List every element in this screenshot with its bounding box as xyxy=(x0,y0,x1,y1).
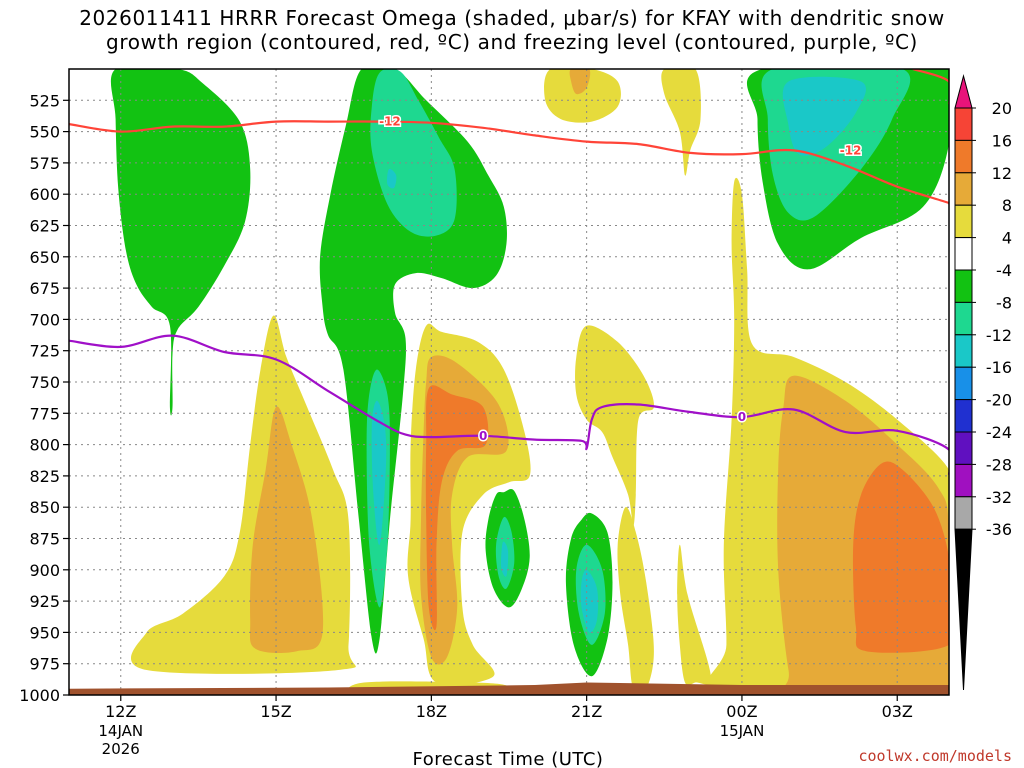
omega-region-11 xyxy=(501,541,509,577)
x-date-label: 2026 xyxy=(102,740,140,758)
y-tick-label: 825 xyxy=(29,467,60,486)
credit-text[interactable]: coolwx.com/models xyxy=(858,747,1012,765)
chart-title: 2026011411 HRRR Forecast Omega (shaded, … xyxy=(0,6,1024,54)
x-tick-label: 12Z xyxy=(105,702,136,721)
colorbar-label: 8 xyxy=(1002,196,1012,215)
omega-region-14 xyxy=(580,569,599,633)
y-tick-label: 875 xyxy=(29,530,60,549)
chart-title-line1: 2026011411 HRRR Forecast Omega (shaded, … xyxy=(79,6,945,30)
colorbar-swatch xyxy=(954,139,973,174)
y-tick-label: 750 xyxy=(29,373,60,392)
colorbar-swatch xyxy=(954,107,973,141)
omega-region-22 xyxy=(249,406,324,653)
x-date-label: 15JAN xyxy=(720,722,765,740)
colorbar-label: -16 xyxy=(986,358,1012,377)
y-tick-label: 625 xyxy=(29,217,60,236)
chart-title-line2: growth region (contoured, red, ºC) and f… xyxy=(106,30,918,54)
omega-region-28 xyxy=(677,544,711,686)
contour-label: 0 xyxy=(479,429,487,443)
omega-region-2 xyxy=(370,69,457,237)
y-tick-label: 675 xyxy=(29,279,60,298)
colorbar: 20 16 12 8 4 -4 -8 -12 -16 -20 -24 -28 -32 -36 xyxy=(954,74,1012,691)
contour-line-1 xyxy=(912,69,949,105)
ground-fill xyxy=(69,682,949,695)
temperature-contours: -12 -12 0 0 xyxy=(69,69,949,475)
x-tick-label: 18Z xyxy=(416,702,447,721)
colorbar-label: -32 xyxy=(986,488,1012,507)
grid-lines xyxy=(69,69,949,696)
colorbar-swatch xyxy=(954,399,973,433)
colorbar-label: -4 xyxy=(996,261,1012,280)
colorbar-label: -20 xyxy=(986,391,1012,410)
ground-surface xyxy=(69,682,949,695)
colorbar-label: -28 xyxy=(986,455,1012,474)
colorbar-label: 16 xyxy=(992,131,1012,150)
y-tick-label: 600 xyxy=(29,185,60,204)
axes: 525 550 575 600 625 650 675 700 725 750 775 800 825 8… xyxy=(19,68,950,758)
x-tick-label: 21Z xyxy=(571,702,602,721)
colorbar-swatch xyxy=(954,366,973,401)
y-tick-label: 900 xyxy=(29,561,60,580)
contour-line-2 xyxy=(69,334,949,475)
omega-shading xyxy=(110,69,949,695)
contour-label: -12 xyxy=(840,143,862,157)
omega-region-8 xyxy=(782,76,866,156)
colorbar-swatch xyxy=(954,528,973,691)
colorbar-swatch xyxy=(954,269,973,303)
y-tick-label: 800 xyxy=(29,436,60,455)
colorbar-label: 12 xyxy=(992,164,1012,183)
y-tick-label: 525 xyxy=(29,91,60,110)
omega-region-25 xyxy=(425,385,489,631)
y-tick-label: 850 xyxy=(29,498,60,517)
contour-label: 0 xyxy=(738,410,746,424)
y-tick-label: 950 xyxy=(29,623,60,642)
y-tick-label: 725 xyxy=(29,342,60,361)
x-tick-label: 03Z xyxy=(882,702,913,721)
colorbar-swatch xyxy=(954,74,973,109)
colorbar-label: -12 xyxy=(986,326,1012,345)
omega-region-17 xyxy=(661,69,701,176)
y-tick-label: 650 xyxy=(29,248,60,267)
y-tick-label: 550 xyxy=(29,123,60,142)
omega-region-27 xyxy=(617,506,654,694)
colorbar-label: 4 xyxy=(1002,229,1012,248)
y-tick-label: 925 xyxy=(29,592,60,611)
omega-region-0 xyxy=(110,69,251,416)
y-tick-label: 1000 xyxy=(19,686,60,705)
y-tick-label: 575 xyxy=(29,154,60,173)
contour-line-0 xyxy=(69,120,949,206)
x-tick-label: 00Z xyxy=(726,702,757,721)
colorbar-swatch xyxy=(954,496,973,530)
x-date-label: 14JAN xyxy=(98,722,143,740)
contour-label: -12 xyxy=(379,115,401,129)
omega-region-5 xyxy=(371,400,387,546)
colorbar-swatch xyxy=(954,237,973,271)
y-tick-label: 975 xyxy=(29,655,60,674)
omega-region-15 xyxy=(544,69,621,123)
colorbar-swatch xyxy=(954,301,973,336)
y-tick-label: 700 xyxy=(29,310,60,329)
colorbar-label: -8 xyxy=(996,293,1012,312)
x-tick-label: 15Z xyxy=(260,702,291,721)
colorbar-swatch xyxy=(954,431,973,465)
colorbar-label: 20 xyxy=(992,99,1012,118)
colorbar-swatch xyxy=(954,204,973,239)
omega-region-16 xyxy=(569,69,591,95)
x-axis-label: Forecast Time (UTC) xyxy=(413,749,604,768)
colorbar-swatch xyxy=(954,172,973,206)
colorbar-label: -24 xyxy=(986,423,1012,442)
y-tick-label: 775 xyxy=(29,404,60,423)
omega-region-20 xyxy=(852,461,949,653)
colorbar-label: -36 xyxy=(986,520,1012,539)
colorbar-swatch xyxy=(954,463,973,498)
omega-region-3 xyxy=(387,168,397,189)
colorbar-swatch xyxy=(954,334,973,368)
omega-region-1 xyxy=(319,69,507,654)
